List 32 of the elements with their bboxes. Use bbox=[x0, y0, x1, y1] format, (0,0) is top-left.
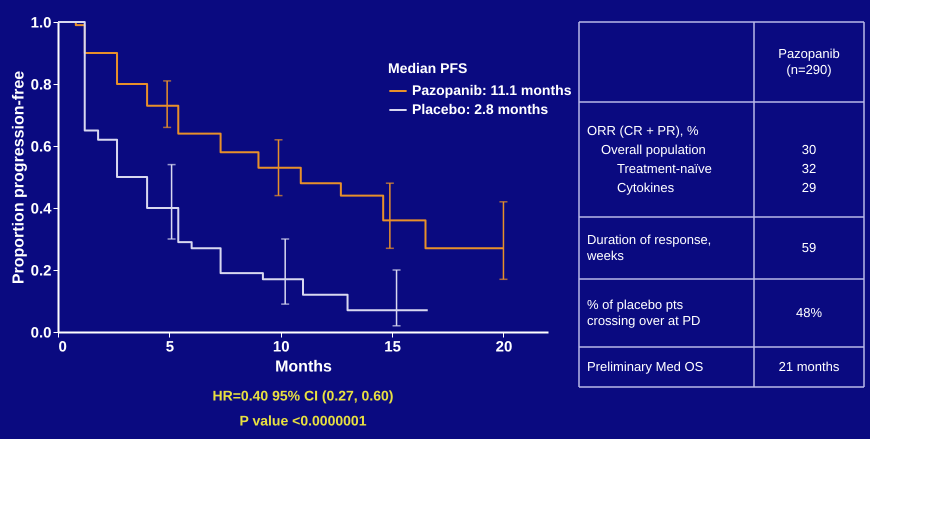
y-tick-label: 0.0 bbox=[30, 324, 52, 342]
text: 59 bbox=[802, 240, 816, 255]
text: Pazopanib (n=290) bbox=[778, 46, 840, 77]
text: Cytokines bbox=[617, 180, 675, 195]
x-tick-label: 10 bbox=[272, 338, 290, 356]
text: Duration of response, weeks bbox=[586, 232, 712, 263]
text: Preliminary Med OS bbox=[587, 359, 704, 374]
text: Overall population bbox=[601, 142, 706, 157]
y-tick-label: 0.4 bbox=[30, 200, 52, 218]
x-axis-title: Months bbox=[275, 358, 332, 376]
x-tick-label: 0 bbox=[58, 338, 67, 356]
text: HR=0.40 95% CI (0.27, 0.60) bbox=[212, 388, 394, 404]
text: 32 bbox=[802, 161, 816, 176]
text: % of placebo pts crossing over at PD bbox=[587, 297, 700, 328]
legend-title: Median PFS bbox=[388, 60, 468, 76]
text: Treatment-naïve bbox=[617, 161, 712, 176]
text: 48% bbox=[796, 305, 822, 320]
x-tick-label: 5 bbox=[166, 338, 174, 356]
y-tick-label: 0.2 bbox=[30, 262, 52, 280]
text: ORR (CR + PR), % bbox=[587, 123, 700, 138]
y-tick-label: 0.6 bbox=[30, 138, 52, 156]
text: 21 months bbox=[778, 359, 840, 374]
x-tick-label: 20 bbox=[496, 338, 512, 356]
text: P value <0.0000001 bbox=[239, 412, 367, 428]
x-tick-label: 15 bbox=[384, 338, 401, 356]
legend-label: Pazopanib: 11.1 months bbox=[412, 82, 572, 98]
legend-label: Placebo: 2.8 months bbox=[412, 101, 548, 117]
y-tick-label: 1.0 bbox=[30, 14, 52, 32]
y-tick-label: 0.8 bbox=[30, 76, 52, 94]
y-axis-title: Proportion progression-free bbox=[10, 70, 28, 284]
text: 30 bbox=[802, 142, 816, 157]
text: 29 bbox=[802, 180, 816, 195]
